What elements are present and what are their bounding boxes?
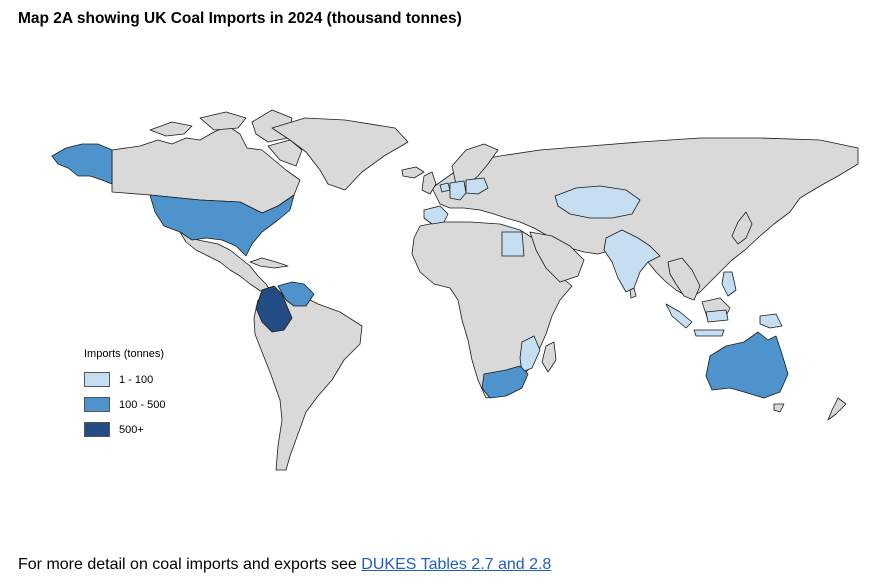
legend-title: Imports (tonnes) <box>84 348 165 360</box>
map-country-india <box>603 229 661 293</box>
map-country-madagascar <box>541 341 557 373</box>
map-country-arctic-islands <box>149 121 193 137</box>
legend-label-low: 1 - 100 <box>119 373 154 386</box>
footer-note: For more detail on coal imports and expo… <box>18 556 551 574</box>
map-country-mozambique <box>519 335 541 373</box>
legend-swatch-low <box>84 372 110 387</box>
map-country-greenland <box>271 117 409 191</box>
map-title: Map 2A showing UK Coal Imports in 2024 (… <box>18 10 462 27</box>
map-country-se-asia <box>667 257 701 301</box>
map-country-united-kingdom <box>421 171 437 195</box>
map-country-poland <box>465 177 489 195</box>
map-country-tasmania <box>773 403 785 413</box>
map-country-iceland <box>401 166 425 179</box>
footer-text: For more detail on coal imports and expo… <box>18 556 362 573</box>
map-country-eurasia <box>431 137 859 299</box>
map-country-venezuela <box>277 281 315 307</box>
map-country-united-states <box>149 194 295 257</box>
legend-swatch-mid <box>84 397 110 412</box>
legend-item-low: 1 - 100 <box>84 367 165 392</box>
map-country-indonesia-sumatra <box>665 303 693 329</box>
legend-item-mid: 100 - 500 <box>84 392 165 417</box>
map-country-kazakhstan <box>554 185 641 219</box>
map-country-cuba <box>249 257 289 269</box>
map-country-japan <box>731 211 753 245</box>
map-country-colombia <box>255 285 293 333</box>
map-country-indonesia-kalimantan <box>705 309 729 323</box>
map-country-baffin <box>267 139 303 167</box>
map-country-netherlands <box>439 182 451 193</box>
map-legend: Imports (tonnes) 1 - 100 100 - 500 500+ <box>84 348 165 442</box>
legend-label-high: 500+ <box>119 423 144 436</box>
map-country-south-africa <box>481 365 529 399</box>
map-country-australia <box>705 331 789 399</box>
map-country-indonesia-java <box>693 329 725 337</box>
map-country-germany <box>449 180 467 201</box>
map-country-south-america <box>253 295 363 471</box>
map-country-alaska <box>51 143 113 185</box>
dukes-tables-link[interactable]: DUKES Tables 2.7 and 2.8 <box>361 556 552 573</box>
map-country-arabia <box>529 231 585 283</box>
map-country-arctic-islands-2 <box>199 111 247 131</box>
map-country-egypt <box>501 231 525 257</box>
map-country-spain <box>423 205 449 225</box>
legend-item-high: 500+ <box>84 417 165 442</box>
map-country-papua-new-guinea <box>759 313 783 329</box>
legend-swatch-high <box>84 422 110 437</box>
map-country-new-zealand <box>827 397 847 421</box>
map-country-philippines <box>721 271 737 297</box>
legend-label-mid: 100 - 500 <box>119 398 166 411</box>
